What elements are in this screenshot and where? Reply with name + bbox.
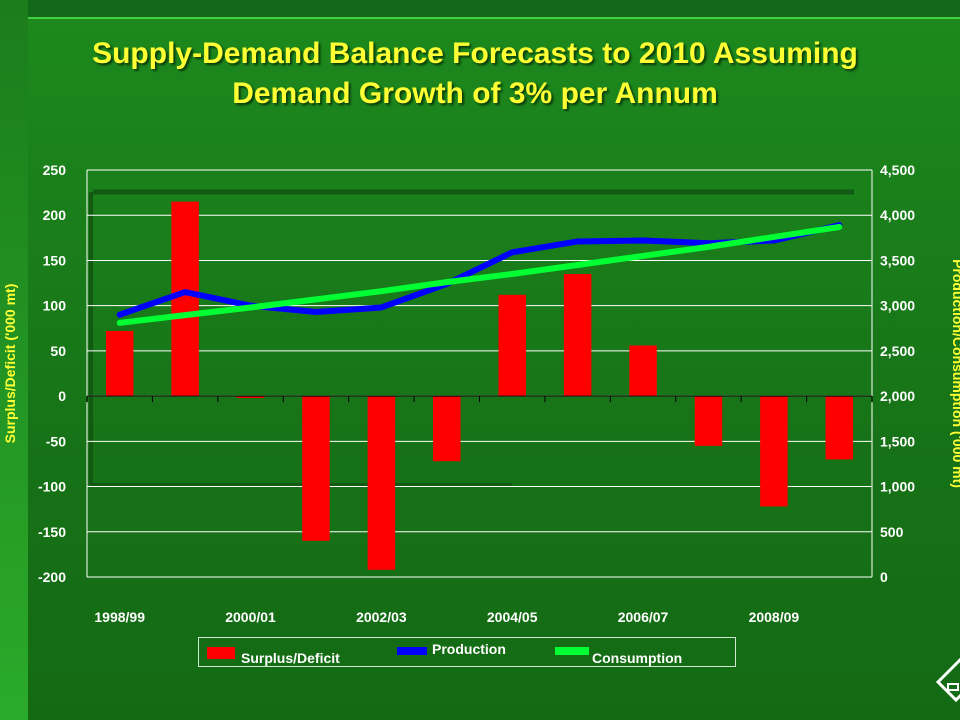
- surplus-bar: [367, 396, 396, 570]
- right-axis-ticks: 4,500 4,000 3,500 3,000 2,500 2,000 1,500 1,000…: [880, 162, 915, 585]
- legend-label-surplus: Surplus/Deficit: [241, 650, 340, 666]
- plot-shadow: [89, 189, 854, 487]
- right-tick-label: 4,500: [880, 162, 915, 178]
- left-tick-label: -100: [38, 479, 66, 495]
- right-tick-label: 1,500: [880, 433, 915, 449]
- left-tick-label: 250: [43, 162, 67, 178]
- title-line-1: Supply-Demand Balance Forecasts to 2010 …: [92, 37, 858, 70]
- legend-swatch-consumption: [555, 647, 589, 655]
- production-line: [116, 222, 843, 318]
- legend-label-production: Production: [432, 641, 506, 657]
- surplus-bar: [498, 294, 526, 397]
- left-tick-label: -200: [38, 569, 66, 585]
- x-tick-label: 2002/03: [356, 609, 407, 625]
- left-tick-label: 50: [50, 343, 66, 359]
- x-tick-label: 2008/09: [749, 609, 800, 625]
- x-tick-label: 2006/07: [618, 609, 669, 625]
- left-strip: [0, 0, 28, 720]
- title-line-2: Demand Growth of 3% per Annum: [232, 77, 718, 110]
- surplus-bar: [236, 396, 265, 398]
- left-tick-label: 150: [43, 252, 67, 268]
- right-tick-label: 4,000: [880, 207, 915, 223]
- surplus-bar: [694, 396, 723, 446]
- surplus-bars: [105, 201, 854, 570]
- corner-logo-icon: [935, 657, 960, 703]
- chart-legend: Surplus/Deficit Production Consumption: [198, 637, 736, 667]
- x-axis-ticks: 1998/99 2000/01 2002/03 2004/05 2006/07 2008/…: [94, 609, 799, 625]
- left-tick-label: 0: [58, 388, 66, 404]
- surplus-bar: [825, 396, 854, 460]
- right-tick-label: 0: [880, 569, 888, 585]
- surplus-bar: [563, 274, 592, 397]
- top-band: [0, 0, 960, 19]
- zero-axis: [86, 395, 873, 403]
- right-tick-label: 3,500: [880, 252, 915, 268]
- right-tick-label: 3,000: [880, 298, 915, 314]
- gridlines: [86, 169, 873, 578]
- x-tick-label: 2004/05: [487, 609, 538, 625]
- legend-label-consumption: Consumption: [592, 650, 683, 666]
- left-tick-label: -150: [38, 524, 66, 540]
- consumption-line: [116, 223, 843, 326]
- left-tick-label: -50: [46, 433, 66, 449]
- left-tick-label: 100: [43, 298, 67, 314]
- right-tick-label: 2,000: [880, 388, 915, 404]
- left-tick-label: 200: [43, 207, 67, 223]
- surplus-bar: [629, 345, 657, 397]
- surplus-bar: [171, 201, 199, 397]
- right-tick-label: 1,000: [880, 479, 915, 495]
- left-axis-label: Surplus/Deficit ('000 mt): [2, 284, 18, 444]
- series-lines: [116, 222, 843, 326]
- surplus-bar: [105, 330, 134, 397]
- surplus-bar: [433, 396, 461, 462]
- legend-swatch-production: [397, 647, 427, 655]
- right-tick-label: 2,500: [880, 343, 915, 359]
- x-tick-label: 1998/99: [94, 609, 145, 625]
- right-axis-label: Production/Consumption ('000 mt): [950, 259, 960, 488]
- surplus-bar: [302, 396, 330, 541]
- x-tick-label: 2000/01: [225, 609, 276, 625]
- legend-swatch-surplus: [207, 647, 235, 659]
- surplus-bar: [760, 396, 788, 507]
- left-axis-ticks: 250 200 150 100 50 0 -50 -100 -150 -200: [38, 162, 66, 585]
- slide-title: Supply-Demand Balance Forecasts to 2010 …: [0, 34, 950, 114]
- right-tick-label: 500: [880, 524, 904, 540]
